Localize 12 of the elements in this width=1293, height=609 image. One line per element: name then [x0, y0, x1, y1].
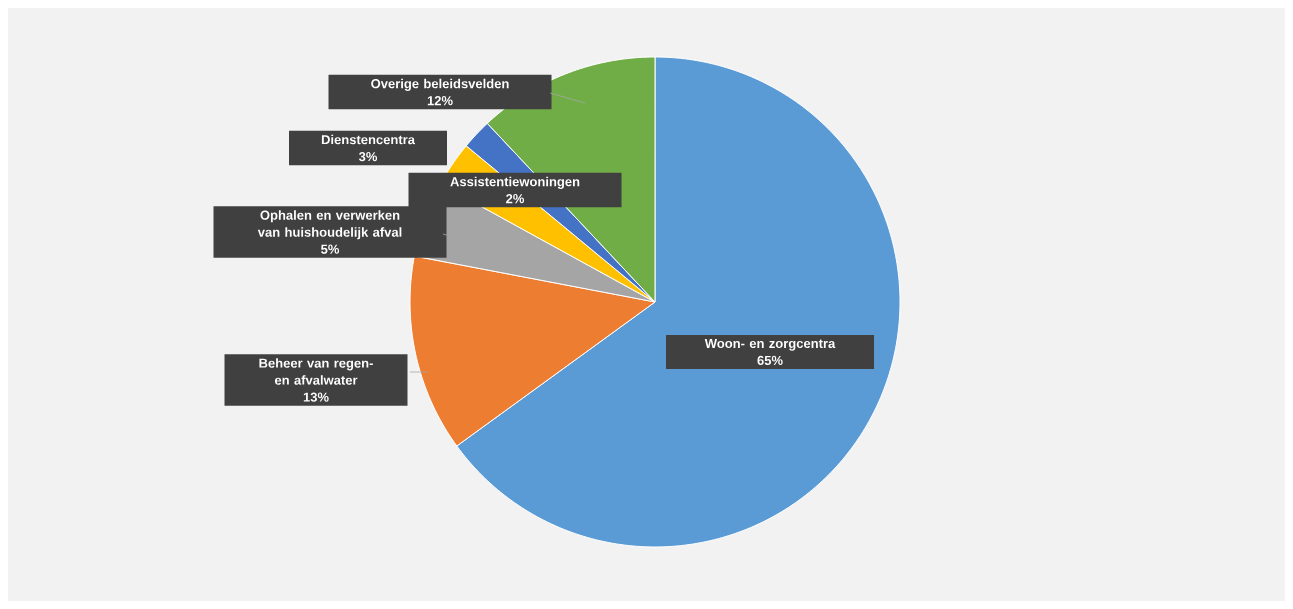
- slice-label: Dienstencentra: [321, 134, 416, 145]
- slice-label: Assistentiewoningen: [450, 176, 580, 189]
- data-label: 3%: [358, 152, 378, 162]
- data-label: 65%: [757, 355, 783, 366]
- slice-label: Ophalen en verwerken van huishoudelijk afval: [257, 210, 402, 240]
- slice-label: Beheer van regen- en afvalwater: [259, 358, 373, 385]
- data-label: 13%: [303, 392, 329, 402]
- slice-label: Woon- en zorgcentra: [704, 338, 836, 351]
- data-label: 12%: [427, 96, 453, 106]
- data-label: 5%: [321, 244, 340, 254]
- data-label: 2%: [506, 194, 525, 204]
- slice-label: Overige beleidsvelden: [371, 78, 509, 91]
